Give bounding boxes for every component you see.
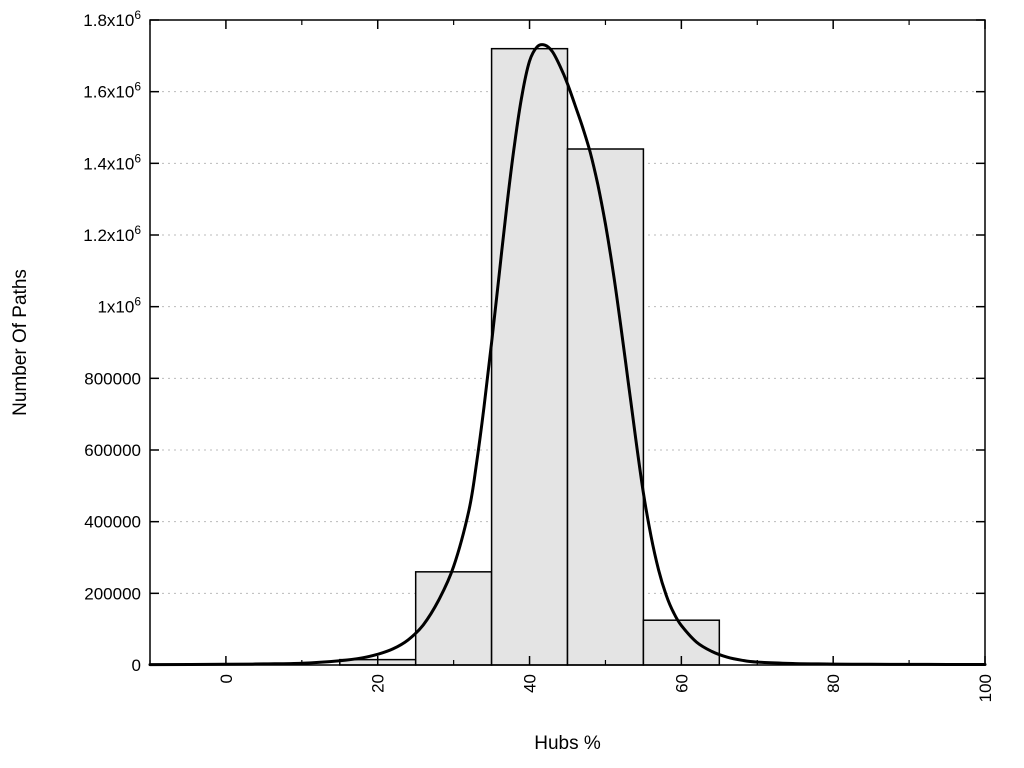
y-tick-label: 1.6x106 xyxy=(83,80,141,102)
x-tick-label: 20 xyxy=(369,674,388,693)
histogram-bar xyxy=(490,47,569,666)
y-tick-label: 800000 xyxy=(84,369,141,388)
y-tick-label: 1x106 xyxy=(97,295,141,317)
x-tick-label: 80 xyxy=(824,674,843,693)
y-tick-label: 600000 xyxy=(84,441,141,460)
x-tick-label: 60 xyxy=(672,674,691,693)
x-tick-label: 0 xyxy=(217,674,236,683)
y-tick-label: 0 xyxy=(132,656,141,675)
x-axis-title: Hubs % xyxy=(534,733,601,754)
y-tick-label: 200000 xyxy=(84,584,141,603)
y-tick-label: 1.8x106 xyxy=(83,8,141,30)
plot-border xyxy=(149,19,986,666)
y-tick-label: 1.4x106 xyxy=(83,151,141,173)
x-tick-label: 100 xyxy=(976,674,995,702)
x-tick-label: 40 xyxy=(521,674,540,693)
y-axis-title: Number Of Paths xyxy=(10,269,31,416)
y-tick-label: 400000 xyxy=(84,513,141,532)
fit-curve xyxy=(148,43,987,667)
y-tick-label: 1.2x106 xyxy=(83,223,141,245)
